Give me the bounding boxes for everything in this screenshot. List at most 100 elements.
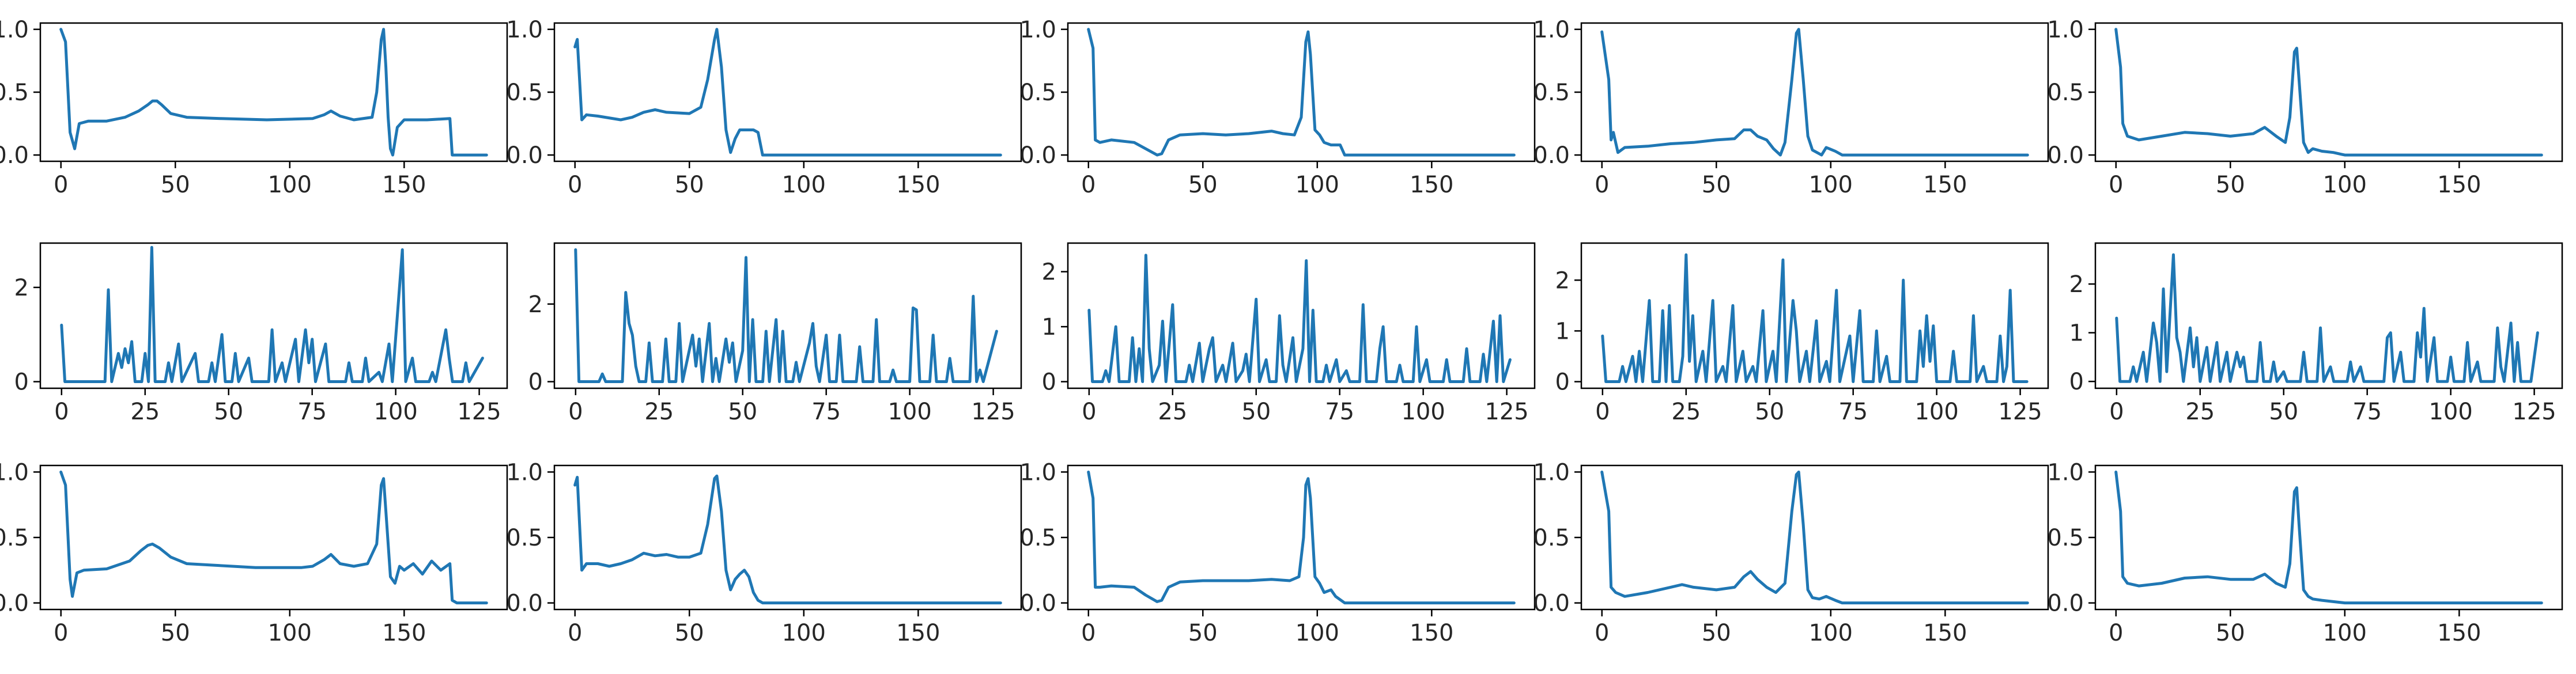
series-line bbox=[2114, 28, 2543, 157]
subplot-1-2: 0 25 50 75 100 125 0 1 2 bbox=[1042, 242, 1536, 425]
subplot-2-1: 0 50 100 150 0.0 0.5 1.0 bbox=[506, 459, 1022, 646]
x-tick-label: 100 bbox=[1295, 620, 1339, 646]
x-tick-label: 0 bbox=[54, 620, 68, 646]
axes-frame bbox=[39, 242, 508, 389]
series-line bbox=[59, 28, 488, 157]
x-tick-label: 0 bbox=[568, 172, 582, 198]
x-tick-label: 25 bbox=[2185, 399, 2215, 425]
x-tick-label: 50 bbox=[161, 172, 190, 198]
y-tick-label: 1.0 bbox=[0, 459, 29, 486]
y-tick-label: 0.0 bbox=[2047, 142, 2084, 169]
y-tick-label: 0 bbox=[1042, 369, 1056, 396]
subplot-2-0: 0 50 100 150 0.0 0.5 1.0 bbox=[0, 459, 508, 646]
x-tick-label: 100 bbox=[268, 620, 312, 646]
series-line bbox=[573, 28, 1002, 157]
x-tick-label: 100 bbox=[1295, 172, 1339, 198]
series-line bbox=[1601, 253, 2029, 383]
y-tick-label: 2 bbox=[1555, 267, 1570, 294]
x-tick-label: 150 bbox=[1923, 620, 1967, 646]
subplot-2-4: 0 50 100 150 0.0 0.5 1.0 bbox=[2047, 459, 2563, 646]
series-line bbox=[2114, 470, 2543, 605]
axes-frame bbox=[2094, 242, 2563, 389]
y-tick-label: 0.0 bbox=[1533, 590, 1570, 617]
x-tick-label: 150 bbox=[382, 172, 426, 198]
x-tick-label: 0 bbox=[1595, 399, 1610, 425]
series-line bbox=[1087, 28, 1516, 157]
x-tick-label: 0 bbox=[568, 399, 583, 425]
subplot-0-3: 0 50 100 150 0.0 0.5 1.0 bbox=[1533, 17, 2049, 198]
x-tick-label: 150 bbox=[2437, 172, 2481, 198]
axes-frame bbox=[553, 242, 1022, 389]
series-line bbox=[59, 470, 488, 605]
y-tick-label: 1 bbox=[1555, 318, 1570, 344]
x-tick-label: 150 bbox=[896, 620, 940, 646]
y-tick-label: 1.0 bbox=[2047, 17, 2084, 43]
x-tick-label: 50 bbox=[1702, 620, 1731, 646]
y-tick-label: 1.0 bbox=[1533, 459, 1570, 486]
x-tick-label: 0 bbox=[568, 620, 582, 646]
x-tick-label: 100 bbox=[2323, 172, 2367, 198]
y-tick-label: 1.0 bbox=[0, 17, 29, 43]
x-tick-label: 100 bbox=[2428, 399, 2472, 425]
x-tick-label: 0 bbox=[2109, 620, 2123, 646]
y-tick-label: 2 bbox=[1042, 259, 1056, 286]
x-tick-label: 0 bbox=[2109, 172, 2123, 198]
x-tick-label: 100 bbox=[1914, 399, 1958, 425]
series-line bbox=[1087, 253, 1512, 383]
series-line bbox=[573, 474, 1002, 605]
axes-frame bbox=[1580, 242, 2049, 389]
x-tick-label: 75 bbox=[1838, 399, 1868, 425]
x-tick-label: 100 bbox=[268, 172, 312, 198]
y-tick-label: 0.5 bbox=[506, 79, 543, 106]
y-tick-label: 0.5 bbox=[506, 525, 543, 551]
axes-frame bbox=[1067, 242, 1536, 389]
series-line bbox=[60, 245, 484, 383]
x-tick-label: 100 bbox=[1809, 620, 1853, 646]
y-tick-label: 1 bbox=[1042, 314, 1056, 340]
y-tick-label: 0 bbox=[14, 369, 29, 396]
x-tick-label: 150 bbox=[896, 172, 940, 198]
y-tick-label: 1 bbox=[2069, 320, 2084, 347]
y-tick-label: 0.5 bbox=[2047, 79, 2084, 106]
x-tick-label: 50 bbox=[161, 620, 190, 646]
y-tick-label: 2 bbox=[14, 275, 29, 301]
subplot-1-4: 0 25 50 75 100 125 0 1 2 bbox=[2069, 242, 2563, 425]
x-tick-label: 50 bbox=[2216, 172, 2245, 198]
y-tick-label: 0 bbox=[1555, 369, 1570, 396]
y-tick-label: 0.0 bbox=[506, 142, 543, 169]
y-tick-label: 2 bbox=[2069, 271, 2084, 298]
x-tick-label: 100 bbox=[887, 399, 931, 425]
x-tick-label: 25 bbox=[1671, 399, 1701, 425]
x-tick-label: 0 bbox=[1081, 620, 1096, 646]
x-tick-label: 75 bbox=[297, 399, 327, 425]
x-tick-label: 75 bbox=[1325, 399, 1354, 425]
x-tick-label: 25 bbox=[644, 399, 674, 425]
y-tick-label: 0.0 bbox=[2047, 590, 2084, 617]
subplot-1-1: 0 25 50 75 100 125 0 2 bbox=[528, 242, 1022, 425]
y-tick-label: 0 bbox=[528, 369, 543, 396]
subplot-1-0: 0 25 50 75 100 125 0 2 bbox=[14, 242, 508, 425]
x-tick-label: 150 bbox=[382, 620, 426, 646]
y-tick-label: 0.5 bbox=[1533, 525, 1570, 551]
x-tick-label: 25 bbox=[130, 399, 160, 425]
subplot-grid: 0501001500.00.51.00501001500.00.51.00501… bbox=[0, 17, 2563, 646]
y-tick-label: 0.0 bbox=[1019, 142, 1056, 169]
x-tick-label: 125 bbox=[1998, 399, 2042, 425]
x-tick-label: 50 bbox=[2269, 399, 2298, 425]
x-tick-label: 0 bbox=[1595, 620, 1609, 646]
x-tick-label: 0 bbox=[1082, 399, 1096, 425]
x-tick-label: 100 bbox=[782, 620, 826, 646]
series-line bbox=[1600, 470, 2029, 605]
subplot-2-2: 0 50 100 150 0.0 0.5 1.0 bbox=[1019, 459, 1536, 646]
x-tick-label: 25 bbox=[1158, 399, 1187, 425]
x-tick-label: 150 bbox=[1410, 172, 1453, 198]
x-tick-label: 125 bbox=[971, 399, 1015, 425]
x-tick-label: 0 bbox=[54, 172, 68, 198]
x-tick-label: 50 bbox=[1702, 172, 1731, 198]
x-tick-label: 50 bbox=[1188, 172, 1218, 198]
y-tick-label: 1.0 bbox=[1019, 459, 1056, 486]
x-tick-label: 150 bbox=[2437, 620, 2481, 646]
subplot-0-0: 0 50 100 150 0.0 0.5 1.0 bbox=[0, 17, 508, 198]
x-tick-label: 100 bbox=[782, 172, 826, 198]
